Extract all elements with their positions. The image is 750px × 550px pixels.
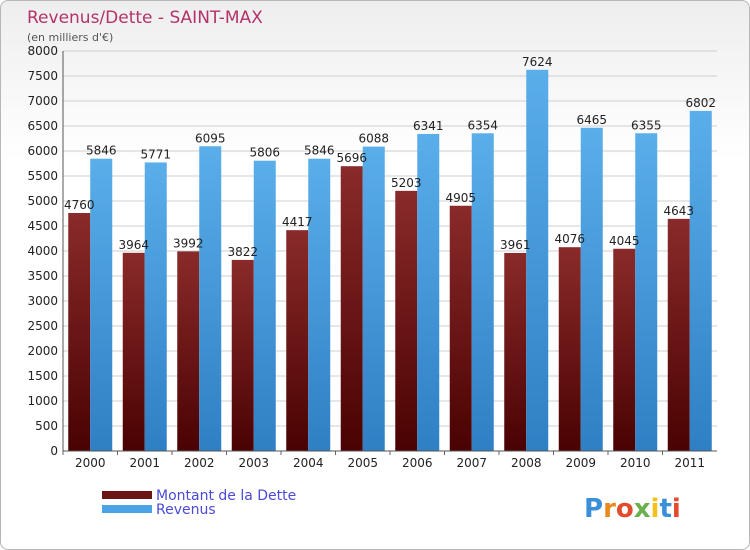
bar-dette: [504, 252, 527, 451]
y-tick-labels: 0 500 1000 1500 2000 2500 3000 3500 4000 4500 5000…: [27, 44, 58, 458]
value-label-revenus: 5771: [140, 147, 171, 161]
x-tick-label: 2004: [293, 456, 324, 470]
y-tick-label: 4500: [27, 219, 58, 233]
y-tick-label: 5000: [27, 194, 58, 208]
y-tick-label: 1500: [27, 369, 58, 383]
value-label-revenus: 6355: [631, 118, 662, 132]
value-label-dette: 3822: [227, 245, 258, 259]
bar-dette: [231, 259, 254, 451]
y-tick-label: 2000: [27, 344, 58, 358]
value-label-dette: 5203: [391, 176, 422, 190]
value-label-revenus: 6088: [358, 132, 389, 146]
bar-dette: [177, 251, 200, 451]
bar-revenus: [526, 69, 549, 452]
value-label-dette: 3964: [118, 238, 149, 252]
axes: [62, 51, 717, 455]
y-tick-label: 2500: [27, 319, 58, 333]
value-label-dette: 5696: [336, 151, 367, 165]
value-label-dette: 4417: [282, 215, 313, 229]
value-labels: 4760 5846 3964 5771 3992 6095 3822 5806 4417 5846…: [64, 55, 716, 259]
bar-revenus: [90, 158, 113, 451]
logo-text: Proxiti: [584, 494, 681, 524]
value-label-dette: 3992: [173, 236, 204, 250]
value-label-dette: 4905: [445, 191, 476, 205]
bar-dette: [395, 190, 418, 451]
y-tick-label: 8000: [27, 44, 58, 58]
bar-revenus: [417, 133, 440, 451]
bar-revenus: [362, 146, 385, 451]
value-label-revenus: 5846: [304, 144, 335, 158]
x-tick-label: 2000: [75, 456, 106, 470]
y-tick-label: 3500: [27, 269, 58, 283]
value-label-revenus: 6095: [195, 131, 226, 145]
x-tick-label: 2011: [674, 456, 705, 470]
bar-dette: [449, 205, 472, 451]
value-label-revenus: 5846: [86, 144, 117, 158]
x-tick-label: 2005: [347, 456, 378, 470]
value-label-revenus: 6465: [576, 113, 607, 127]
y-tick-label: 6500: [27, 119, 58, 133]
legend-label-revenus: Revenus: [156, 502, 216, 518]
value-label-revenus: 7624: [522, 55, 553, 69]
bar-dette: [68, 213, 91, 451]
x-tick-label: 2010: [620, 456, 651, 470]
value-label-dette: 4760: [64, 198, 95, 212]
value-label-revenus: 5806: [249, 146, 280, 160]
bar-dette: [286, 230, 309, 451]
x-tick-label: 2009: [565, 456, 596, 470]
legend-label-dette: Montant de la Dette: [156, 488, 296, 504]
y-tick-label: 4000: [27, 244, 58, 258]
y-tick-label: 7000: [27, 94, 58, 108]
y-tick-label: 0: [50, 444, 58, 458]
legend: Montant de la Dette Revenus: [102, 488, 296, 518]
x-tick-label: 2006: [402, 456, 433, 470]
bar-revenus: [580, 127, 603, 451]
value-label-revenus: 6341: [413, 119, 444, 133]
bar-revenus: [253, 160, 276, 451]
value-label-dette: 4045: [609, 234, 640, 248]
x-tick-label: 2002: [184, 456, 215, 470]
bar-dette: [667, 218, 690, 451]
y-tick-label: 3000: [27, 294, 58, 308]
bars: [68, 69, 712, 452]
y-tick-label: 500: [35, 419, 58, 433]
x-tick-label: 2003: [238, 456, 269, 470]
chart-subtitle: (en milliers d'€): [27, 31, 113, 44]
x-tick-labels: 2000 2001 2002 2003 2004 2005 2006 2007 2008 2009…: [75, 456, 705, 470]
y-tick-label: 1000: [27, 394, 58, 408]
x-tick-label: 2007: [456, 456, 487, 470]
bar-revenus: [308, 158, 331, 451]
bar-revenus: [689, 110, 712, 452]
value-label-revenus: 6354: [467, 118, 498, 132]
value-label-revenus: 6802: [685, 96, 716, 110]
y-tick-label: 5500: [27, 169, 58, 183]
grid-lines: [63, 50, 717, 452]
x-tick-label: 2001: [129, 456, 160, 470]
x-tick-label: 2008: [511, 456, 542, 470]
chart-title: Revenus/Dette - SAINT-MAX: [27, 8, 263, 28]
value-label-dette: 4076: [554, 232, 585, 246]
bar-dette: [340, 166, 363, 451]
y-tick-label: 7500: [27, 69, 58, 83]
bar-dette: [122, 252, 145, 451]
bar-revenus: [199, 146, 222, 451]
y-tick-label: 6000: [27, 144, 58, 158]
legend-swatch-dette: [102, 491, 152, 499]
bar-revenus: [471, 133, 494, 452]
bar-dette: [613, 248, 636, 451]
legend-swatch-revenus: [102, 505, 152, 513]
value-label-dette: 3961: [500, 238, 531, 252]
bar-revenus: [144, 162, 167, 451]
proxiti-logo: Proxiti: [584, 494, 681, 524]
value-label-dette: 4643: [663, 204, 694, 218]
bar-revenus: [635, 133, 658, 451]
bar-dette: [558, 247, 581, 451]
